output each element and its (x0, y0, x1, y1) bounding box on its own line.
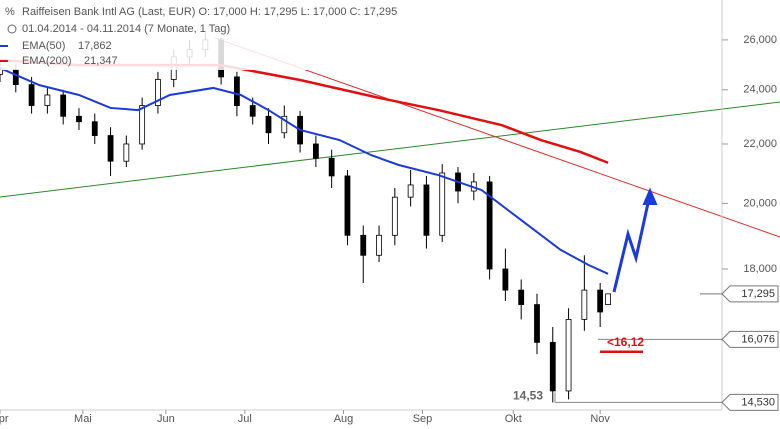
level-box (721, 330, 779, 348)
candle-body (439, 172, 446, 236)
x-tick-label: Aug (334, 413, 354, 425)
ema-line (0, 58, 609, 164)
candle-body (344, 175, 351, 236)
candle-body (502, 268, 509, 291)
trend-line (214, 37, 780, 238)
candle-body (0, 68, 3, 75)
level-label: 14,530 (741, 396, 775, 408)
ema-line (0, 67, 609, 275)
candle-body (249, 105, 256, 117)
x-tick-label: Apr (0, 413, 9, 425)
candle-body (360, 234, 367, 256)
candle-body (549, 341, 556, 392)
chart-title: Raiffeisen Bank Intl AG (Last, EUR) O: 1… (22, 6, 397, 18)
legend-name: EMA(50) (22, 40, 65, 52)
trend-line (0, 101, 780, 198)
candle-body (328, 157, 335, 177)
candle-body (60, 94, 67, 117)
x-tick-label: Sep (413, 413, 433, 425)
candle-body (391, 196, 398, 236)
y-tick-label: 18,000 (743, 263, 777, 275)
level-box (721, 393, 779, 411)
candle-body (423, 184, 430, 236)
candle-body (265, 115, 272, 134)
forecast-arrow (612, 193, 652, 293)
candle-body (91, 121, 98, 136)
candle-body (407, 184, 414, 198)
candle-body (139, 105, 146, 145)
candle-body (312, 143, 319, 159)
y-tick-label: 22,000 (743, 138, 777, 150)
y-tick-label: 20,000 (743, 197, 777, 209)
candle-body (534, 304, 540, 343)
candle-body (76, 115, 82, 123)
y-tick-label: 26,000 (743, 34, 777, 46)
last-price-label: 17,295 (741, 288, 775, 300)
legend-value: 17,862 (78, 40, 112, 52)
candle-body (281, 115, 288, 134)
candle-body (597, 289, 604, 313)
legend-value: 21,347 (84, 55, 118, 67)
x-tick-label: Mai (74, 413, 92, 425)
candle-body (28, 84, 35, 106)
clock-icon (7, 24, 17, 34)
level-label: 16,076 (741, 333, 775, 345)
candle-body (12, 68, 19, 86)
x-tick-label: Okt (505, 413, 522, 425)
candle-body (123, 143, 130, 162)
candle-body (44, 94, 51, 106)
candle-body (605, 293, 611, 305)
subtitle: 01.04.2014 - 04.11.2014 (7 Monate, 1 Tag… (22, 23, 230, 35)
annotation: 14,53 (513, 389, 543, 403)
candle-body (518, 289, 525, 305)
x-tick-label: Jun (157, 413, 175, 425)
candle-body (565, 319, 572, 392)
candle-body (581, 289, 588, 320)
last-price-box (721, 285, 779, 303)
x-tick-label: Jul (238, 413, 252, 425)
legend-name: EMA(200) (22, 55, 72, 67)
candle-body (107, 135, 114, 162)
y-tick-label: 24,000 (743, 84, 777, 96)
candle-body (376, 234, 382, 256)
arrow-head (642, 187, 658, 205)
x-tick-label: Nov (590, 413, 610, 425)
candle-body (234, 76, 240, 106)
legend-bg (0, 0, 330, 70)
icon: % (5, 6, 15, 18)
candle-body (155, 79, 161, 106)
candle-body (486, 181, 493, 270)
annotation: <16,12 (607, 335, 644, 349)
